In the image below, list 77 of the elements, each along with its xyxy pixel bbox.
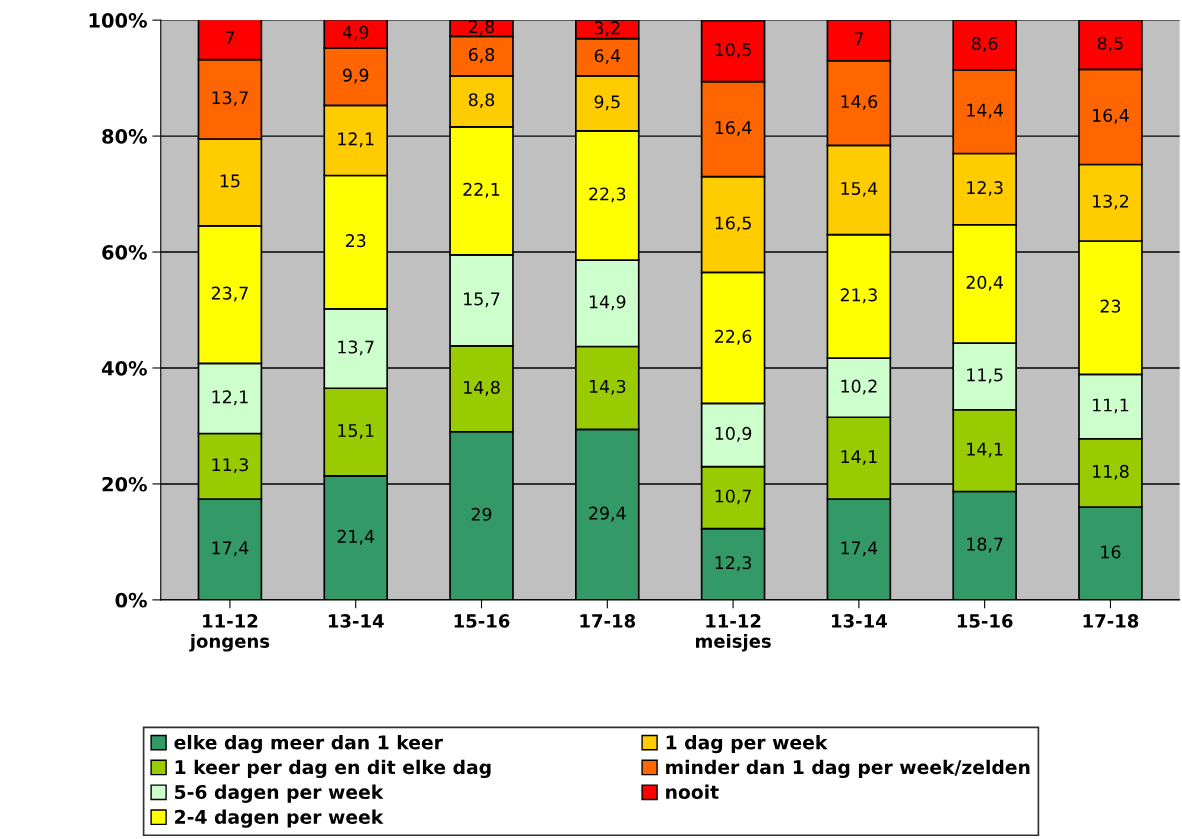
x-tick-label: 13-14 [832,614,887,628]
data-label: 16,4 [1093,108,1129,124]
data-label: 12,1 [338,132,374,148]
data-label: 15,7 [464,292,500,308]
data-label: 16 [1101,545,1121,559]
data-label: 22,1 [463,182,500,198]
data-label: 7 [854,32,863,46]
data-label: 13,7 [212,91,248,107]
data-label: 16,4 [715,121,752,136]
data-label: 8,6 [972,36,998,52]
x-tick-label: 11-12 meisjes [696,614,771,652]
y-tick-label: 40% [101,360,147,376]
data-label: 22,6 [715,329,752,345]
y-tick-label: 100% [89,13,147,28]
data-label: 6,4 [594,49,621,65]
data-label: 10,2 [841,379,877,395]
y-tick-label: 80% [102,129,147,144]
data-label: 23 [345,234,366,248]
data-label: 18,7 [967,537,1003,553]
data-label: 16,5 [715,216,751,232]
data-label: 14,6 [841,94,878,110]
data-label: 10,7 [715,489,751,505]
data-label: 14,1 [967,442,1003,458]
data-label: 15,4 [841,182,878,197]
x-tick-label: 15-16 [454,614,510,628]
data-label: 8,8 [468,93,495,109]
data-label: 11,3 [212,458,248,474]
data-label: 20,4 [966,275,1004,291]
data-label: 12,3 [967,181,1003,196]
data-label: 23,7 [211,286,248,302]
data-label: 14,1 [841,450,877,465]
data-label: 14,8 [464,380,500,396]
data-label: 10,9 [715,426,752,442]
y-tick-label: 60% [102,244,147,260]
data-label: 17,4 [212,541,249,557]
data-label: 11,1 [1093,398,1129,414]
x-tick-label: 13-14 [328,614,384,628]
legend-label: elke dag meer dan 1 keer [174,734,443,754]
data-label: 23 [1100,299,1121,313]
legend-label: 1 keer per dag en dit elke dag [175,759,491,779]
data-label: 13,2 [1093,194,1129,210]
data-label: 11,8 [1093,464,1129,480]
data-label: 13,7 [338,340,374,356]
data-label: 14,9 [589,295,626,311]
data-label: 7 [225,31,234,45]
x-tick-label: 11-12 jongens [189,614,270,652]
y-tick-label: 0% [115,592,147,608]
data-label: 29,4 [589,506,626,522]
data-label: 6,8 [468,47,495,63]
data-label: 11,5 [967,368,1003,384]
data-label: 14,4 [967,103,1004,119]
legend-label: 2-4 dagen per week [175,809,384,828]
legend-label: 1 dag per week [666,734,828,754]
data-label: 21,3 [840,288,877,304]
legend-label: minder dan 1 dag per week/zelden [666,759,1030,779]
x-tick-label: 17-18 [1083,614,1139,628]
data-label: 29 [471,507,492,521]
data-label: 17,4 [841,541,878,557]
data-label: 9,5 [594,95,620,111]
y-tick-label: 20% [102,476,147,492]
data-label: 3,2 [594,21,620,37]
data-label: 10,5 [715,43,751,58]
x-tick-label: 15-16 [957,614,1013,628]
data-label: 4,9 [342,25,369,41]
x-tick-label: 17-18 [580,614,636,628]
data-label: 21,4 [337,529,375,545]
data-label: 12,3 [715,556,752,572]
legend-label: 5-6 dagen per week [175,784,384,803]
data-label: 15,1 [338,424,374,439]
data-label: 8,5 [1097,36,1123,52]
data-label: 2,8 [468,20,495,36]
data-label: 14,3 [589,379,626,395]
data-label: 9,9 [343,68,369,84]
data-label: 15 [220,174,240,188]
data-label: 22,3 [589,187,626,203]
data-label: 12,1 [212,390,248,406]
legend-label: nooit [666,784,719,800]
